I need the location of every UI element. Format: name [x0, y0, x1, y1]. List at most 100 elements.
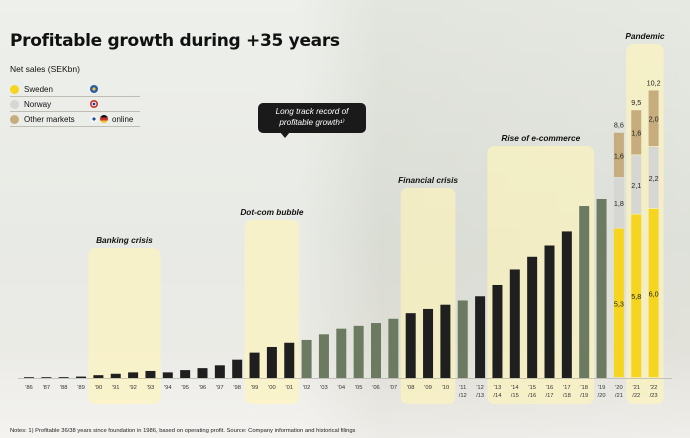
era-label: Financial crisis: [398, 175, 459, 185]
x-tick-label: '21: [632, 385, 640, 391]
bar: [162, 372, 173, 378]
bar-segment-other-markets: [613, 132, 624, 178]
x-tick-label: '14: [511, 385, 519, 391]
bar: [336, 328, 347, 378]
bar: [301, 339, 312, 378]
legend-label: Sweden: [24, 84, 53, 94]
data-label: 6,0: [649, 289, 659, 298]
bar: [423, 308, 434, 378]
x-tick-label: '96: [199, 385, 207, 391]
x-tick-label: '89: [77, 385, 85, 391]
data-label: 2,2: [649, 174, 659, 183]
bar: [579, 206, 590, 378]
x-tick-label: /18: [563, 393, 571, 399]
data-label: 1,6: [614, 151, 624, 160]
x-tick-label: /19: [580, 393, 588, 399]
bar-segment-sweden: [613, 228, 624, 378]
legend-label: Norway: [24, 99, 52, 109]
bar: [232, 359, 243, 378]
bar-segment-other-markets: [648, 90, 659, 147]
bar: [41, 377, 52, 378]
bar: [544, 245, 555, 378]
data-label: 1,8: [614, 199, 624, 208]
x-tick-label: '87: [43, 385, 51, 391]
footnote: Notes: 1) Profitable 36/38 years since f…: [10, 428, 356, 434]
era-label: Rise of e-commerce: [501, 133, 581, 143]
x-tick-label: '86: [25, 385, 33, 391]
total-label: 9,5: [631, 98, 641, 107]
x-tick-label: '97: [216, 385, 224, 391]
legend-label: Other markets: [24, 114, 75, 124]
data-label: 1,6: [631, 129, 641, 138]
x-tick-label: /12: [459, 393, 467, 399]
x-tick-label: '00: [268, 385, 276, 391]
x-tick-label: '99: [251, 385, 259, 391]
bar: [596, 198, 607, 378]
callout-bubble: Long track record of profitable growth¹⁾: [258, 103, 366, 138]
x-tick-label: '18: [580, 385, 588, 391]
bar: [110, 373, 121, 378]
data-label: 2,0: [649, 115, 659, 124]
x-tick-label: '09: [424, 385, 432, 391]
bar: [405, 313, 416, 378]
bar: [509, 269, 520, 378]
legend-swatch-norway: [10, 99, 19, 109]
x-tick-label: /21: [615, 393, 623, 399]
bar: [318, 334, 329, 378]
x-tick-label: '11: [459, 385, 466, 391]
bar: [76, 376, 87, 378]
x-tick-label: '20: [615, 385, 623, 391]
bar-segment-other-markets: [631, 110, 642, 155]
x-tick-label: '22: [650, 385, 658, 391]
bar: [24, 377, 34, 378]
x-tick-label: '17: [563, 385, 571, 391]
x-tick-label: '02: [303, 385, 311, 391]
bar-segment-sweden: [631, 214, 642, 378]
x-tick-label: '08: [407, 385, 415, 391]
era-label: Dot-com bubble: [240, 207, 304, 217]
germany-flag-icon: [100, 115, 108, 123]
era-label: Pandemic: [625, 31, 665, 41]
bar: [58, 377, 69, 378]
data-label: 2,1: [631, 181, 641, 190]
bar: [475, 296, 486, 378]
x-tick-label: '94: [164, 385, 172, 391]
x-tick-label: '93: [147, 385, 155, 391]
x-tick-label: '04: [338, 385, 346, 391]
bar-segment-sweden: [648, 208, 659, 378]
finland-flag-icon: [90, 115, 98, 123]
data-label: 5,8: [631, 292, 641, 301]
legend-item-norway: Norway: [10, 97, 140, 112]
data-label: 5,3: [614, 299, 624, 308]
bar: [371, 323, 381, 378]
x-tick-label: '05: [355, 385, 363, 391]
bar: [249, 352, 260, 378]
era-highlight-box: [88, 248, 161, 404]
x-tick-label: /13: [476, 393, 484, 399]
era-label: Banking crisis: [96, 235, 153, 245]
x-tick-label: /22: [632, 393, 640, 399]
bar-segment-norway: [631, 155, 642, 214]
bar: [561, 231, 572, 378]
x-tick-label: '03: [320, 385, 328, 391]
bar: [93, 375, 104, 378]
x-tick-label: /17: [545, 393, 553, 399]
x-tick-label: '88: [60, 385, 68, 391]
x-tick-label: '95: [181, 385, 189, 391]
bar: [457, 300, 468, 378]
x-tick-label: '90: [95, 385, 103, 391]
callout-line: profitable growth¹⁾: [279, 118, 345, 127]
legend-swatch-sweden: [10, 84, 19, 94]
callout-line: Long track record of: [275, 107, 349, 116]
x-tick-label: '91: [112, 385, 120, 391]
bar: [492, 284, 503, 378]
legend-online-label: online: [112, 114, 134, 124]
bar: [353, 325, 364, 378]
total-label: 8,6: [614, 121, 624, 130]
x-tick-label: '16: [546, 385, 554, 391]
x-tick-label: '12: [476, 385, 484, 391]
legend: Sweden Norway Other markets online: [10, 82, 140, 127]
x-tick-label: '06: [372, 385, 380, 391]
bar: [197, 368, 208, 378]
